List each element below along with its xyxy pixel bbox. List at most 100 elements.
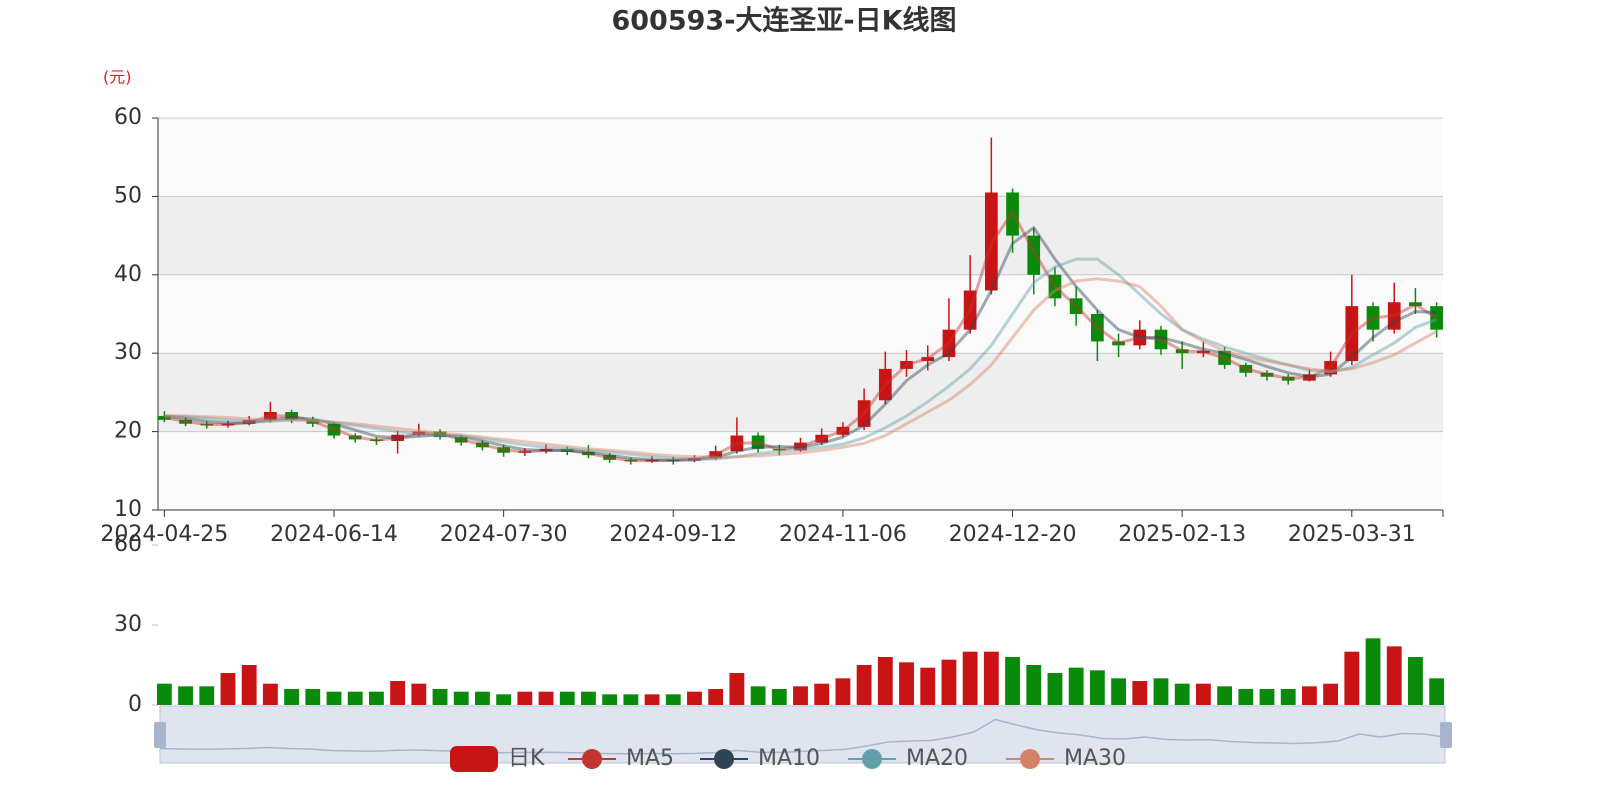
zoom-preview [159,718,1446,755]
candle-body [1303,374,1316,381]
candle-body [1048,274,1062,299]
candle-body [433,431,447,438]
zoom-handle-right[interactable] [1440,722,1452,748]
candle-body [1006,192,1019,236]
volume-bar [432,689,448,705]
volume-bar [835,678,851,705]
volume-bar [1174,683,1190,705]
y-tick-label: 30 [114,340,142,365]
volume-bar [581,691,596,705]
candle-body [603,455,617,460]
candle-body [158,415,171,420]
x-tick-label: 2025-02-13 [1118,522,1246,547]
x-tick-label: 2024-07-30 [440,522,568,547]
ma-line [164,209,1438,463]
candle-body [497,447,510,453]
candle-body [518,451,532,453]
volume-bar [156,683,172,705]
candle-body [1133,329,1147,346]
candle-body [1069,298,1083,314]
legend-label[interactable]: 日K [508,746,545,771]
volume-bar [708,689,724,705]
legend-label[interactable]: MA10 [758,746,820,771]
candle-body [984,192,998,291]
ma-line [164,257,1438,461]
volume-bar [1047,673,1063,705]
y-tick-label: 10 [114,497,142,522]
candle-body [942,329,956,358]
volume-bar [411,683,427,705]
volume-bar [644,694,660,705]
candle-body [645,459,659,462]
candle-body [412,431,426,435]
y-tick-label: 60 [114,105,142,130]
volume-bar [517,691,533,705]
x-tick-label: 2024-11-06 [779,522,907,547]
candle-body [900,361,913,369]
legend-label[interactable]: MA20 [906,746,968,771]
volume-bar [814,683,830,705]
candle-body [539,448,553,452]
volume-bar [1005,657,1020,705]
y-tick-label: 40 [114,262,142,287]
volume-bar [920,667,936,705]
volume-bar [1195,683,1211,705]
candle-body [1197,350,1210,354]
volume-bar [220,673,236,705]
candle-body [730,435,744,452]
volume-bar [453,691,469,705]
legend-label[interactable]: MA30 [1064,746,1126,771]
legend-label[interactable]: MA5 [626,746,674,771]
volume-bar [1238,689,1254,705]
candle-body [1260,372,1274,377]
candle-body [878,368,892,401]
volume-bar [1132,681,1148,705]
candle-body [1239,364,1253,373]
volume-bar [1259,689,1275,705]
legend-swatch[interactable] [450,746,498,772]
candle-body [476,442,489,448]
candle-body [963,290,977,330]
candle-body [1027,235,1041,275]
volume-bar [962,651,978,705]
volume-bar [475,691,490,705]
legend-swatch[interactable] [714,749,734,769]
candle-body [857,400,871,427]
candle-body [200,423,214,426]
volume-bar [326,691,342,705]
volume-bar [1344,651,1360,705]
grid-band [158,118,1443,197]
volume-bar [305,689,321,705]
candle-body [1175,349,1189,354]
volume-bar [771,689,787,705]
chart-title: 600593-大连圣亚-日K线图 [611,5,956,37]
candle-body [815,434,829,443]
legend-swatch[interactable] [1020,749,1040,769]
volume-bar [1153,678,1169,705]
candle-body [306,419,320,424]
candle-body [1324,361,1337,375]
volume-bar [559,691,575,705]
candle-body [348,435,362,440]
volume-bar [538,691,554,705]
volume-bar [1323,683,1339,705]
volume-bar [390,681,406,705]
y-unit: (元) [103,68,132,87]
y-tick-label: 50 [114,183,142,208]
zoom-handle-left[interactable] [154,722,166,748]
volume-bar [983,651,999,705]
legend-swatch[interactable] [862,749,882,769]
candle-body [751,435,765,449]
volume-bar [602,694,618,705]
legend-swatch[interactable] [582,749,602,769]
zoom-slider[interactable] [159,705,1446,764]
volume-bar [793,686,808,705]
y-tick-label: 20 [114,419,142,444]
candle-body [264,412,277,420]
volume-bar [877,657,893,705]
candle-body [1112,341,1125,346]
candle-body [391,434,404,442]
volume-bar [1408,657,1423,705]
volume-tick-label: 30 [114,612,142,637]
x-tick-label: 2024-04-25 [100,522,228,547]
